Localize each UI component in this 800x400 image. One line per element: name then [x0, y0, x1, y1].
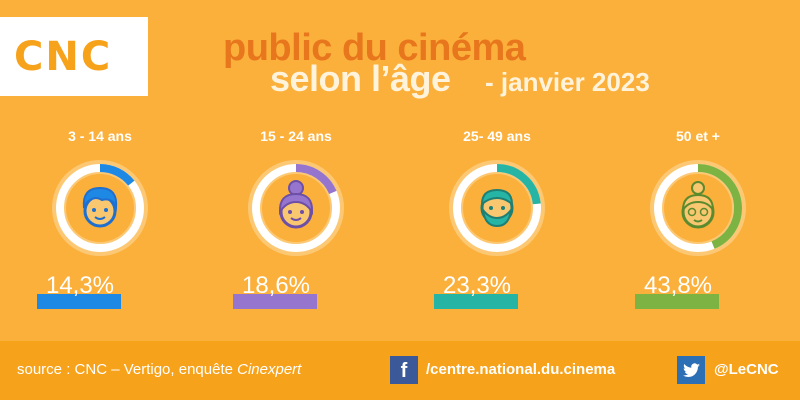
young-woman-face-icon — [278, 180, 314, 229]
percent-value: 43,8% — [643, 272, 713, 299]
logo-text: CNC — [14, 34, 113, 80]
donut-chart — [248, 160, 344, 256]
percent-value: 18,6% — [241, 272, 311, 299]
donut-arc — [453, 164, 541, 252]
donut-arc — [654, 164, 742, 252]
cnc-logo: CNC — [0, 17, 148, 96]
age-label: 50 et + — [676, 128, 720, 144]
source-prefix: source : CNC – Vertigo, enquête — [17, 361, 238, 378]
percent-value: 23,3% — [442, 272, 512, 299]
twitter-handle[interactable]: @LeCNC — [714, 361, 779, 378]
donut-chart — [650, 160, 746, 256]
title-date: - janvier 2023 — [485, 67, 650, 97]
percent-value: 14,3% — [45, 272, 115, 299]
age-group-25-49: 25- 49 ans 23,3% — [417, 120, 577, 315]
percent-bar — [635, 294, 719, 309]
donut-chart — [52, 160, 148, 256]
child-face-icon — [82, 186, 118, 228]
facebook-link[interactable]: /centre.national.du.cinema — [426, 361, 616, 378]
facebook-icon[interactable]: f — [390, 356, 418, 384]
bearded-man-face-icon — [480, 188, 514, 228]
percent-bar — [37, 294, 121, 309]
title-line1: public du cinéma — [223, 27, 526, 69]
donut-chart — [449, 160, 545, 256]
twitter-icon[interactable] — [677, 356, 705, 384]
footer-bar: source : CNC – Vertigo, enquête Cinexper… — [0, 341, 800, 400]
age-label: 25- 49 ans — [463, 128, 531, 144]
donut-arc — [252, 164, 340, 252]
donut-arc — [56, 164, 144, 252]
age-group-15-24: 15 - 24 ans 18,6% — [216, 120, 376, 315]
source-survey-name: Cinexpert — [237, 361, 302, 378]
age-label: 15 - 24 ans — [260, 128, 332, 144]
age-label: 3 - 14 ans — [68, 128, 132, 144]
source-text: source : CNC – Vertigo, enquête Cinexper… — [17, 361, 301, 378]
age-group-3-14: 3 - 14 ans 14,3% — [20, 120, 180, 315]
age-group-50-plus: 50 et + 43,8% — [618, 120, 778, 315]
percent-bar — [434, 294, 518, 309]
title-line2: selon l’âge — [270, 58, 451, 99]
percent-bar — [233, 294, 317, 309]
elderly-woman-face-icon — [681, 181, 715, 229]
